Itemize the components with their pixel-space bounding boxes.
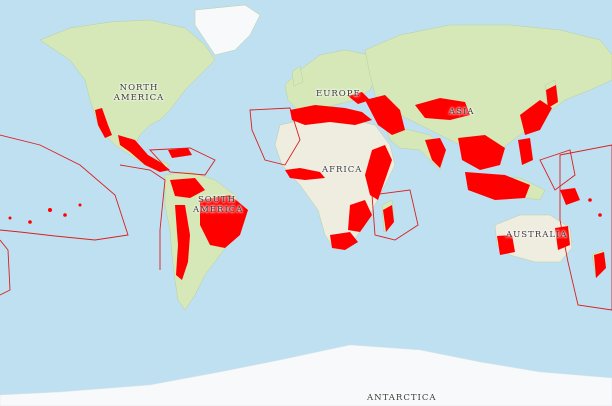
region-himalaya-china xyxy=(415,98,470,120)
label-antarctica: ANTARCTICA xyxy=(367,393,437,403)
region-brazil-central xyxy=(200,195,248,248)
label-south-america-wrap: SOUTH AMERICA xyxy=(193,195,244,215)
region-middle-east xyxy=(365,95,405,135)
label-europe: EUROPE xyxy=(316,89,361,99)
label-australia: AUSTRALIA xyxy=(506,230,568,240)
region-colombia-venezuela xyxy=(170,178,205,198)
region-andes xyxy=(175,205,190,280)
region-india xyxy=(425,138,446,168)
region-australia-southwest xyxy=(497,235,515,255)
region-caribbean-islands xyxy=(168,148,192,158)
zone-indian-ocean xyxy=(371,189,419,241)
region-horn-of-africa xyxy=(365,145,392,200)
region-southeast-asia xyxy=(458,135,505,170)
region-pacific-dot-6 xyxy=(588,198,592,202)
landmass-south-asia xyxy=(384,124,446,171)
zone-south-pacific xyxy=(559,144,612,311)
region-east-asia-coast xyxy=(520,100,552,135)
label-north-america-1: NORTH AMERICA xyxy=(108,83,170,103)
region-australia-east xyxy=(555,226,570,250)
region-pacific-dot-5 xyxy=(78,203,82,207)
region-new-zealand xyxy=(594,252,606,278)
landmass-greenland xyxy=(194,4,261,56)
region-west-africa xyxy=(285,168,325,180)
region-indonesia xyxy=(465,172,530,200)
region-pacific-dot-2 xyxy=(63,213,67,217)
landmass-uk xyxy=(291,65,304,87)
highlighted-regions xyxy=(8,85,606,280)
region-central-america xyxy=(118,135,170,172)
region-black-sea xyxy=(348,92,370,104)
region-madagascar xyxy=(383,205,394,232)
region-mediterranean xyxy=(290,105,372,125)
region-pacific-islands xyxy=(560,188,580,205)
zone-west-pacific xyxy=(539,149,576,191)
zone-atlantic-east xyxy=(249,107,301,166)
label-south-america: SOUTH AMERICA xyxy=(193,195,244,215)
zone-tasman xyxy=(0,239,11,296)
region-pacific-dot-7 xyxy=(598,213,602,217)
region-philippines xyxy=(518,138,533,165)
region-pacific-dot-1 xyxy=(48,208,52,212)
zone-central-pacific xyxy=(0,134,129,241)
region-south-africa xyxy=(330,232,358,250)
region-japan xyxy=(546,85,558,108)
region-pacific-dot-3 xyxy=(28,220,32,224)
label-north-america: NORTH AMERICA xyxy=(113,83,165,103)
label-asia: ASIA xyxy=(449,107,475,117)
region-east-africa xyxy=(348,200,372,232)
region-mexico-pacific xyxy=(95,108,112,138)
landmass-antarctica xyxy=(0,344,612,406)
label-africa: AFRICA xyxy=(322,165,363,175)
zone-east-pacific xyxy=(119,164,166,270)
region-pacific-dot-4 xyxy=(8,216,12,220)
